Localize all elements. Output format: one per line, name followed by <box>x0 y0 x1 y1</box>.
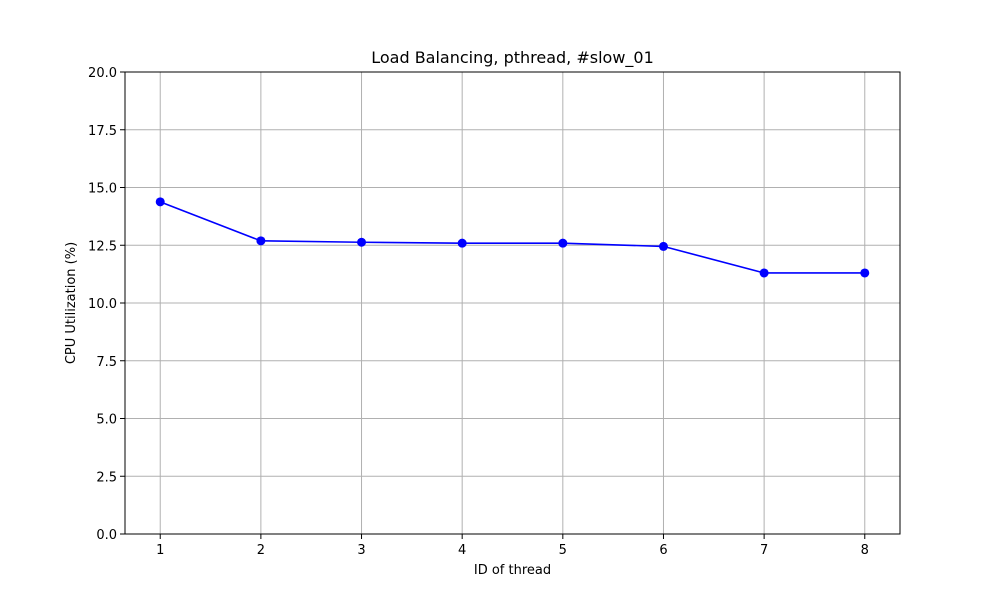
x-tick-label: 7 <box>760 543 768 558</box>
y-tick-label: 17.5 <box>88 124 117 139</box>
data-point <box>457 238 467 248</box>
axes: 1 2 3 4 5 6 7 8 0.0 2.5 5.0 7.5 10.0 12.5 15.0 17.5 20.0 <box>88 66 869 558</box>
y-tick-label: 5.0 <box>96 413 117 428</box>
x-tick-label: 8 <box>861 543 869 558</box>
data-point <box>357 237 367 247</box>
data-point <box>558 238 568 248</box>
y-tick-label: 12.5 <box>88 239 117 254</box>
chart-title: Load Balancing, pthread, #slow_01 <box>371 48 654 68</box>
data-point <box>256 236 266 246</box>
y-tick-label: 20.0 <box>88 66 117 81</box>
y-tick-label: 10.0 <box>88 297 117 312</box>
data-point <box>860 268 870 278</box>
data-point <box>658 241 668 251</box>
x-tick-label: 2 <box>257 543 265 558</box>
data-point <box>155 197 165 207</box>
series-layer <box>155 197 870 278</box>
x-tick-label: 6 <box>659 543 667 558</box>
y-tick-label: 2.5 <box>96 470 117 485</box>
data-point <box>759 268 769 278</box>
x-tick-label: 4 <box>458 543 466 558</box>
grid <box>125 71 900 535</box>
x-axis-label: ID of thread <box>474 563 551 578</box>
x-tick-label: 3 <box>357 543 365 558</box>
x-tick-label: 5 <box>559 543 567 558</box>
y-axis-label: CPU Utilization (%) <box>64 242 79 364</box>
y-tick-label: 7.5 <box>96 355 117 370</box>
y-tick-label: 0.0 <box>96 528 117 543</box>
y-tick-label: 15.0 <box>88 182 117 197</box>
series-line <box>159 201 865 274</box>
x-tick-label: 1 <box>156 543 164 558</box>
